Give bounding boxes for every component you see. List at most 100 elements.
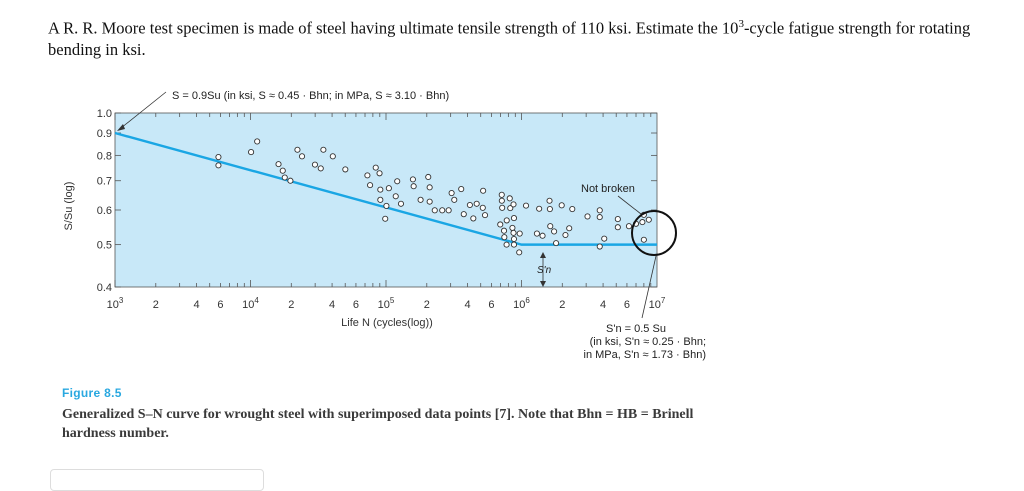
data-point <box>392 193 399 200</box>
axis-ticks <box>114 112 657 288</box>
data-point <box>510 241 518 248</box>
x-tick-label: 6 <box>624 299 630 311</box>
data-point <box>625 223 633 230</box>
data-point <box>503 217 510 224</box>
data-point <box>503 241 510 248</box>
data-point <box>254 138 261 145</box>
x-tick-label-base: 2 <box>559 299 565 311</box>
data-point <box>376 170 383 177</box>
data-point <box>551 228 558 235</box>
data-point <box>507 205 514 212</box>
data-point <box>473 200 480 207</box>
data-point <box>279 167 286 174</box>
x-tick-label: 107 <box>649 296 666 311</box>
data-point <box>385 185 392 192</box>
sn-annotation-line1: S'n = 0.5 Su <box>606 323 666 335</box>
data-point <box>566 225 573 232</box>
figure-number: Figure 8.5 <box>62 386 122 400</box>
figure-caption: Generalized S–N curve for wrought steel … <box>62 407 694 441</box>
data-point <box>342 166 349 173</box>
x-tick-label: 2 <box>424 299 430 311</box>
x-tick-label: 103 <box>107 296 124 311</box>
x-tick-label-base: 10 <box>378 299 390 311</box>
data-point <box>377 196 384 203</box>
data-point <box>506 195 513 202</box>
data-point <box>596 207 603 214</box>
data-point <box>510 235 518 243</box>
x-tick-label-base: 6 <box>488 299 494 311</box>
sn-chart: 103 2 4 6 104 2 4 6 105 2 4 6 106 2 4 6 107 1.00.90.80.7… <box>63 90 706 361</box>
sn-annotation-arrow <box>641 255 657 319</box>
data-point <box>596 243 603 250</box>
x-tick-label: 2 <box>288 299 294 311</box>
data-points <box>215 138 652 256</box>
data-point <box>383 202 390 209</box>
data-point <box>215 153 222 161</box>
x-tick-label-base: 10 <box>513 299 525 311</box>
x-tick-label: 4 <box>465 299 471 311</box>
data-point <box>516 230 523 237</box>
data-point <box>533 230 540 237</box>
data-point <box>431 207 438 214</box>
data-point <box>645 216 652 223</box>
x-tick-label-base: 6 <box>217 299 223 311</box>
x-tick-label-base: 10 <box>649 299 661 311</box>
sn-annotation-line2: (in ksi, S'n ≈ 0.25 · Bhn; <box>590 336 706 348</box>
data-point <box>298 153 306 160</box>
data-point <box>460 211 467 218</box>
data-point <box>480 187 487 194</box>
data-point <box>458 185 465 193</box>
x-tick-label: 2 <box>559 299 565 311</box>
annotation-top: S = 0.9Su (in ksi, S ≈ 0.45 · Bhn; in MP… <box>172 90 449 102</box>
data-point <box>558 202 565 209</box>
y-tick-label: 0.8 <box>97 150 112 162</box>
data-point <box>516 249 523 256</box>
sn-annotation-line3: in MPa, S'n ≈ 1.73 · Bhn) <box>584 349 706 361</box>
data-point <box>426 198 433 205</box>
data-point <box>294 146 301 153</box>
data-point <box>584 213 591 220</box>
data-point <box>601 235 608 242</box>
x-tick-label: 4 <box>194 299 200 311</box>
not-broken-label: Not broken <box>581 183 635 195</box>
x-tick-label-exponent: 4 <box>254 296 259 305</box>
data-point <box>510 201 517 208</box>
data-point <box>417 196 424 203</box>
data-point <box>394 178 401 185</box>
data-point <box>546 206 553 213</box>
data-point <box>215 162 222 169</box>
x-tick-labels: 103 2 4 6 104 2 4 6 105 2 4 6 106 2 4 6 107 <box>107 296 666 311</box>
arrow-down-icon <box>540 281 546 287</box>
x-tick-label: 6 <box>217 299 223 311</box>
x-tick-label-exponent: 6 <box>525 296 530 305</box>
data-point <box>287 177 294 184</box>
x-tick-label: 4 <box>600 299 606 311</box>
data-point <box>481 212 489 219</box>
data-point <box>448 190 455 197</box>
x-tick-label-base: 2 <box>424 299 430 311</box>
x-tick-label: 106 <box>513 296 530 311</box>
x-tick-label: 6 <box>488 299 494 311</box>
y-tick-labels: 1.0 0.9 0.8 0.7 0.6 0.5 0.4 <box>97 108 112 294</box>
data-point <box>499 204 506 211</box>
data-point <box>639 219 646 226</box>
data-point <box>311 161 319 168</box>
data-point <box>275 161 282 168</box>
data-point <box>509 224 516 231</box>
x-tick-label-base: 10 <box>242 299 254 311</box>
data-point <box>546 197 553 204</box>
data-point <box>364 172 371 179</box>
x-tick-label: 104 <box>242 296 259 311</box>
arrow-up-icon <box>540 252 546 258</box>
data-point <box>445 207 452 214</box>
data-point <box>397 200 405 207</box>
data-point <box>425 173 432 181</box>
question-text-part: -cycle fatigue strength for rotating ben… <box>48 18 971 59</box>
question-text: A R. R. Moore test specimen is made of s… <box>48 14 1018 60</box>
data-point <box>329 153 336 160</box>
x-tick-label-base: 2 <box>153 299 159 311</box>
y-tick-label: 0.9 <box>97 128 112 140</box>
data-point <box>281 174 288 181</box>
x-tick-label: 105 <box>378 296 395 311</box>
answer-box[interactable] <box>50 469 264 491</box>
